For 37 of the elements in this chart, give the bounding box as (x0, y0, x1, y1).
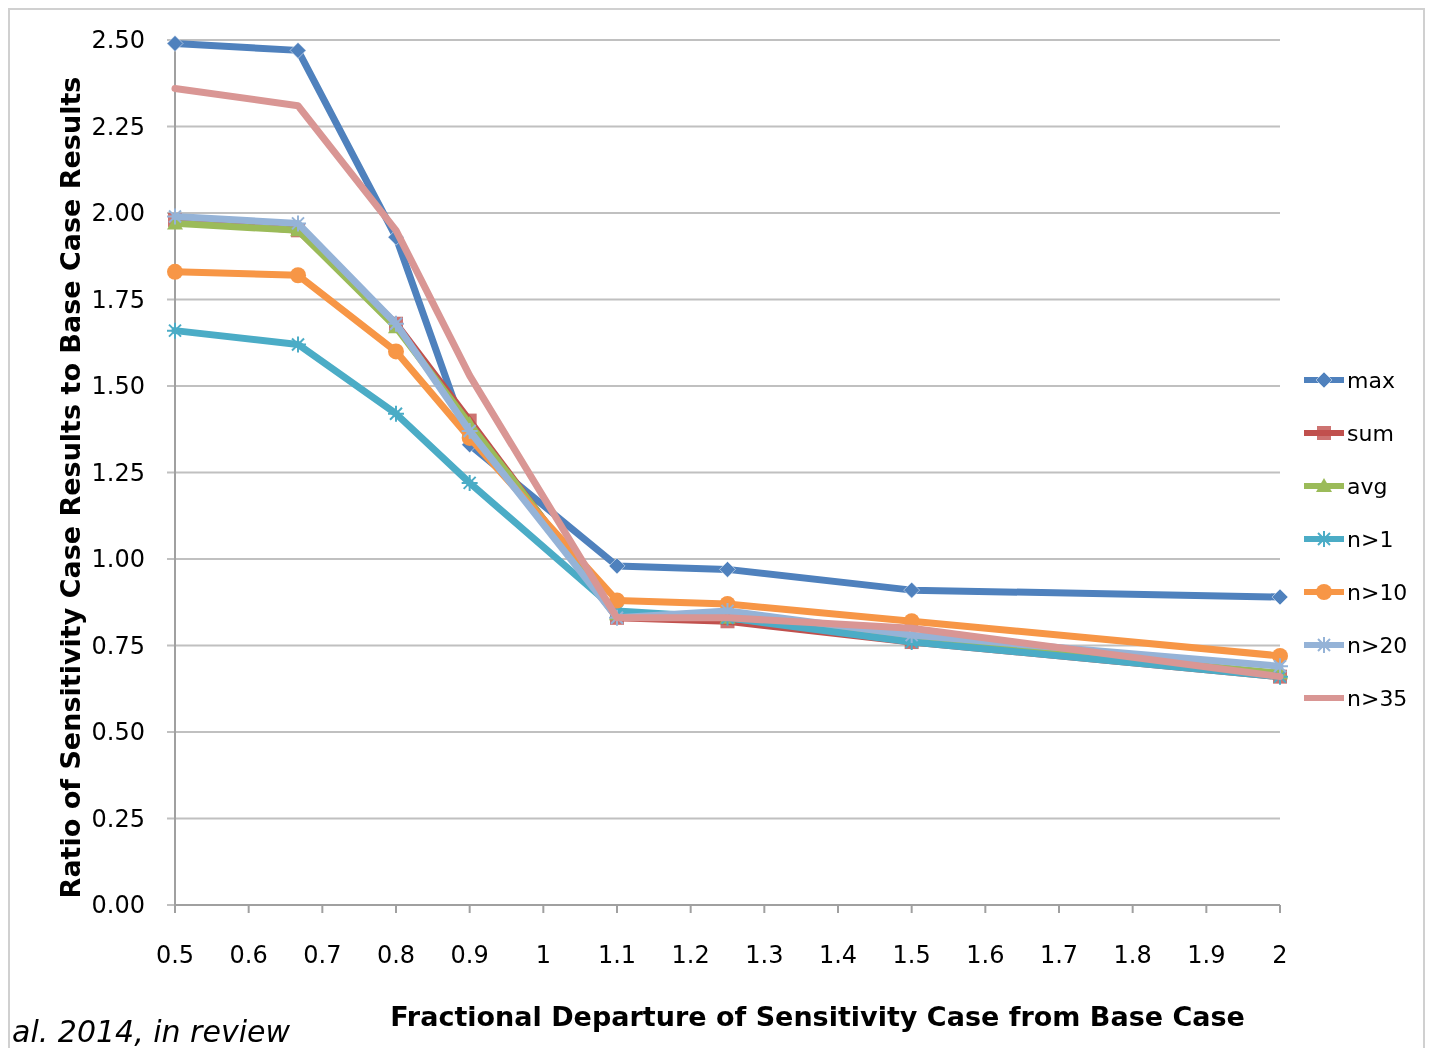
x-axis-title: Fractional Departure of Sensitivity Case from Base Case (390, 1001, 1245, 1032)
legend-label: avg (1347, 474, 1388, 499)
y-tick-label: 1.50 (91, 372, 145, 400)
x-tick-label: 0.5 (155, 941, 195, 969)
x-tick-label: 1.7 (1039, 941, 1079, 969)
legend-label: sum (1347, 421, 1394, 446)
legend-label: n>10 (1347, 580, 1408, 605)
y-tick-label: 0.00 (91, 891, 145, 919)
x-tick-label: 2 (1272, 941, 1288, 969)
x-tick-label: 1.6 (966, 941, 1005, 969)
legend-label: n>20 (1347, 633, 1408, 658)
x-tick-label: 1.4 (818, 941, 858, 969)
x-tick-label: 0.6 (229, 941, 268, 969)
legend-label: max (1347, 368, 1395, 393)
x-tick-label: 0.7 (303, 941, 342, 969)
x-tick-label: 1.1 (597, 941, 637, 969)
x-tick-label: 1.2 (671, 941, 710, 969)
y-tick-label: 2.50 (91, 26, 145, 54)
y-tick-label: 0.25 (91, 804, 145, 833)
x-tick-label: 1.5 (892, 941, 931, 969)
y-tick-label: 1.75 (91, 285, 145, 314)
y-axis-title: Ratio of Sensitivity Case Results to Base Case Results (55, 76, 86, 899)
text: al. 2014, in review (12, 1014, 291, 1049)
x-tick-label: 1.3 (745, 941, 784, 969)
y-tick-label: 0.75 (91, 631, 145, 660)
legend-label: n>1 (1347, 527, 1394, 552)
y-tick-label: 0.50 (91, 718, 145, 746)
x-tick-label: 0.8 (376, 941, 416, 969)
x-tick-label: 1.8 (1113, 941, 1152, 969)
y-tick-label: 2.25 (91, 112, 145, 141)
legend-label: n>35 (1347, 686, 1408, 711)
y-tick-label: 1.00 (91, 545, 145, 573)
y-tick-label: 1.25 (91, 458, 145, 487)
x-tick-label: 1 (535, 941, 551, 969)
x-tick-label: 0.9 (450, 941, 489, 969)
x-tick-label: 1.9 (1187, 941, 1226, 969)
y-tick-label: 2.00 (91, 199, 145, 227)
